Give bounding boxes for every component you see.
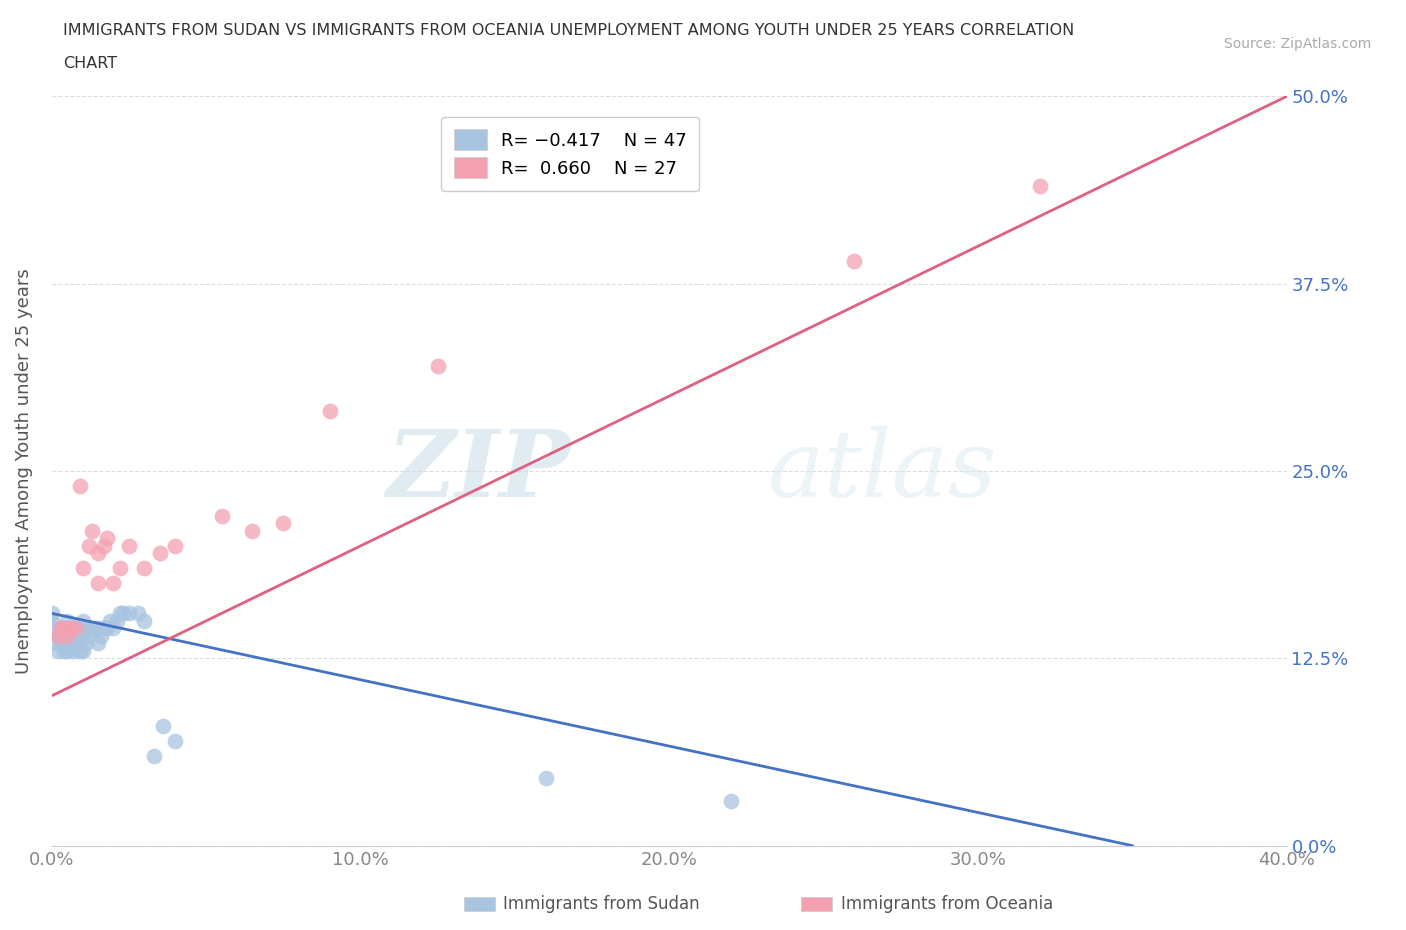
Point [103, 576, 125, 591]
Point [41, 614, 63, 629]
Point [46, 629, 69, 644]
Point [59, 621, 82, 636]
Point [56, 614, 79, 629]
Text: CHART: CHART [63, 56, 117, 71]
Point [87, 576, 110, 591]
Point [271, 516, 294, 531]
Point [56, 629, 79, 644]
Point [87, 636, 110, 651]
Point [134, 614, 156, 629]
Point [69, 644, 91, 658]
Point [65, 621, 87, 636]
Point [1028, 179, 1050, 193]
Point [90, 629, 112, 644]
Point [59, 636, 82, 651]
Point [96, 621, 118, 636]
Point [96, 531, 118, 546]
Point [62, 644, 84, 658]
Point [53, 644, 76, 658]
Point [127, 606, 149, 621]
Text: Immigrants from Sudan: Immigrants from Sudan [503, 895, 700, 913]
Point [100, 614, 122, 629]
Point [80, 524, 103, 538]
Point [93, 621, 115, 636]
Point [103, 621, 125, 636]
Point [72, 644, 94, 658]
Point [62, 621, 84, 636]
Point [111, 606, 134, 621]
Point [242, 524, 264, 538]
Point [41, 636, 63, 651]
Point [534, 771, 557, 786]
Text: Source: ZipAtlas.com: Source: ZipAtlas.com [1223, 37, 1371, 51]
Point [93, 538, 115, 553]
Point [49, 621, 72, 636]
Point [75, 636, 97, 651]
Point [844, 254, 866, 269]
Legend: R= −0.417    N = 47, R=  0.660    N = 27: R= −0.417 N = 47, R= 0.660 N = 27 [441, 116, 699, 191]
Point [72, 561, 94, 576]
Point [72, 629, 94, 644]
Point [53, 621, 76, 636]
Point [65, 636, 87, 651]
Point [118, 538, 141, 553]
Point [72, 614, 94, 629]
Point [134, 561, 156, 576]
Point [87, 546, 110, 561]
Point [211, 509, 233, 524]
Point [56, 644, 79, 658]
Point [56, 629, 79, 644]
Point [77, 629, 100, 644]
Point [108, 561, 131, 576]
Text: ZIP: ZIP [387, 426, 571, 516]
Point [59, 621, 82, 636]
Point [149, 546, 172, 561]
Point [118, 606, 141, 621]
Point [69, 629, 91, 644]
Point [105, 614, 128, 629]
Y-axis label: Unemployment Among Youth under 25 years: Unemployment Among Youth under 25 years [15, 268, 32, 674]
Point [77, 538, 100, 553]
Point [41, 606, 63, 621]
Point [65, 621, 87, 636]
Point [46, 629, 69, 644]
Point [165, 538, 187, 553]
Point [49, 621, 72, 636]
Point [318, 404, 340, 418]
Point [720, 793, 742, 808]
Point [87, 621, 110, 636]
Point [41, 621, 63, 636]
Point [108, 606, 131, 621]
Point [165, 734, 187, 749]
Point [80, 621, 103, 636]
Point [75, 621, 97, 636]
Point [49, 636, 72, 651]
Point [142, 749, 165, 764]
Point [46, 644, 69, 658]
Point [152, 718, 174, 733]
Point [426, 359, 449, 374]
Text: Immigrants from Oceania: Immigrants from Oceania [841, 895, 1053, 913]
Text: IMMIGRANTS FROM SUDAN VS IMMIGRANTS FROM OCEANIA UNEMPLOYMENT AMONG YOUTH UNDER : IMMIGRANTS FROM SUDAN VS IMMIGRANTS FROM… [63, 23, 1074, 38]
Point [84, 621, 107, 636]
Point [69, 479, 91, 494]
Point [53, 629, 76, 644]
Text: atlas: atlas [768, 426, 997, 516]
